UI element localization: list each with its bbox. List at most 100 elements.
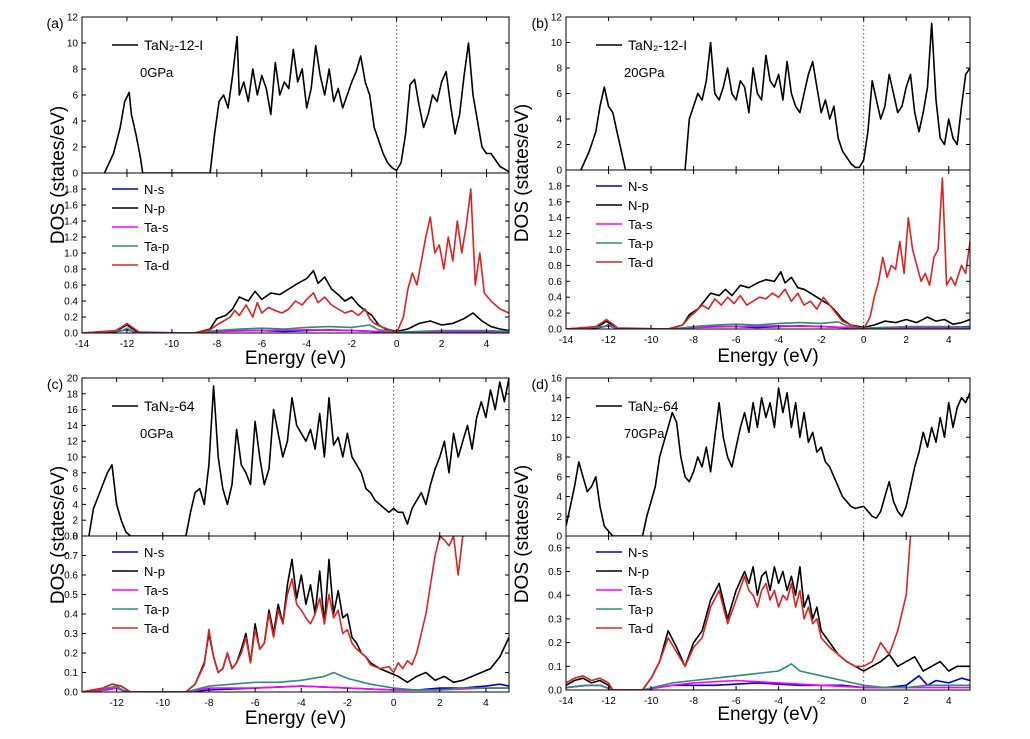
y-tick-label: 2 (556, 140, 562, 151)
x-tick-label: 0 (394, 339, 400, 350)
y-tick-label: 0.1 (64, 668, 78, 679)
y-tick-label: 10 (551, 433, 563, 444)
y-tick-label: 0.2 (548, 309, 562, 320)
y-tick-label: 0.7 (64, 551, 78, 562)
x-tick-label: -6 (732, 696, 741, 707)
y-tick-label: 0.6 (64, 571, 78, 582)
legend-label: Ta-p (144, 602, 169, 617)
x-tick-label: 2 (903, 696, 909, 707)
legend-label: Ta-d (144, 258, 169, 273)
pressure-label: 0GPa (140, 65, 174, 80)
y-tick-label: 0 (72, 532, 78, 543)
y-tick-label: 8 (72, 65, 78, 76)
y-tick-label: 0.4 (64, 610, 78, 621)
legend-label: N-p (628, 564, 649, 579)
series-line-ta-p (82, 324, 509, 333)
panel-letter: (a) (46, 15, 63, 31)
y-tick-label: 1.8 (548, 181, 562, 192)
legend-label-total: TaN₂-64 (628, 398, 679, 414)
y-tick-label: 8 (72, 468, 78, 479)
y-tick-label: 0.5 (64, 590, 78, 601)
y-tick-label: 16 (67, 405, 79, 416)
y-axis-label: DOS (states/eV) (48, 466, 69, 604)
x-tick-label: 0 (391, 698, 397, 709)
legend-label: Ta-d (628, 621, 653, 636)
y-tick-label: 0.3 (64, 629, 78, 640)
legend-label: Ta-d (144, 621, 169, 636)
legend-label: N-s (144, 182, 165, 197)
y-tick-label: 0.2 (548, 638, 562, 649)
x-tick-label: 2 (903, 335, 909, 346)
y-tick-label: 2 (72, 516, 78, 527)
x-tick-label: 4 (483, 698, 489, 709)
y-tick-label: 0.8 (548, 261, 562, 272)
y-tick-label: 0.2 (64, 649, 78, 660)
top-series-group (580, 22, 970, 170)
x-tick-label: 0 (861, 335, 867, 346)
x-tick-label: -4 (302, 339, 311, 350)
y-axis-label: DOS (states/eV) (512, 465, 533, 603)
y-tick-label: 10 (67, 39, 79, 50)
series-line-ta-s (566, 679, 970, 690)
y-tick-label: 6 (556, 89, 562, 100)
y-tick-label: 0.6 (548, 277, 562, 288)
y-tick-label: 8 (556, 453, 562, 464)
x-tick-label: 4 (484, 339, 490, 350)
y-axis-label: DOS (states/eV) (48, 106, 69, 244)
x-tick-label: -12 (109, 698, 124, 709)
x-tick-label: -2 (343, 698, 352, 709)
x-tick-label: -14 (559, 696, 574, 707)
y-tick-label: 1.8 (64, 185, 78, 196)
y-tick-label: 18 (67, 389, 79, 400)
pressure-label: 70GPa (624, 426, 665, 441)
top-series-group (566, 387, 970, 536)
panel-letter: (c) (47, 376, 63, 392)
series-line-tan-12-i (103, 35, 509, 173)
legend-label-total: TaN₂-12-I (144, 37, 203, 53)
series-line-ta-d (566, 177, 970, 329)
legend-label: Ta-p (628, 602, 653, 617)
y-tick-label: 14 (551, 393, 563, 404)
top-series-group (88, 378, 509, 536)
y-tick-label: 0.4 (548, 591, 562, 602)
legend-label: Ta-d (628, 255, 653, 270)
y-tick-label: 6 (556, 472, 562, 483)
x-tick-label: -8 (212, 339, 221, 350)
series-line-tan-64 (88, 378, 509, 536)
series-line-ta-p (566, 320, 970, 329)
x-tick-label: -6 (257, 339, 266, 350)
y-tick-label: 10 (67, 453, 79, 464)
y-tick-label: 0 (72, 169, 78, 180)
series-line-tan-64 (566, 387, 970, 536)
y-tick-label: 16 (551, 374, 563, 385)
bottom-series-group (566, 177, 970, 329)
y-tick-label: 0 (556, 166, 562, 177)
x-tick-label: 0 (861, 696, 867, 707)
x-tick-label: -10 (156, 698, 171, 709)
y-tick-label: 0.3 (548, 614, 562, 625)
x-tick-label: -2 (817, 696, 826, 707)
y-tick-label: 14 (67, 421, 79, 432)
legend-label: Ta-p (628, 236, 653, 251)
y-tick-label: 1.2 (548, 229, 562, 240)
y-tick-label: 0.0 (64, 688, 78, 699)
dos-panel-a: 0 2 4 6 8 10 12 TaN₂-12-I 0GPa 0.0 0.2 0.4 0.6 0.8 1.0… (46, 13, 510, 369)
y-tick-label: 1.4 (64, 217, 78, 228)
y-tick-label: 4 (556, 492, 562, 503)
y-tick-label: 1.4 (548, 213, 562, 224)
panel-letter: (b) (531, 15, 548, 31)
y-tick-label: 4 (72, 117, 78, 128)
top-plot-frame (565, 16, 971, 171)
legend-label: Ta-s (144, 583, 169, 598)
y-tick-label: 12 (67, 437, 79, 448)
x-tick-label: -14 (75, 339, 90, 350)
series-line-ta-d (82, 536, 464, 692)
x-tick-label: -8 (689, 696, 698, 707)
y-tick-label: 1.6 (548, 197, 562, 208)
panel-letter: (d) (531, 376, 548, 392)
bottom-series-group (566, 536, 970, 690)
y-tick-label: 0.6 (64, 281, 78, 292)
y-tick-label: 12 (67, 13, 79, 24)
dos-panel-b: 0 2 4 6 8 10 12 TaN₂-12-I 20GPa 0.0 0.2 0.4 0.6 0.8 1.… (512, 13, 971, 367)
